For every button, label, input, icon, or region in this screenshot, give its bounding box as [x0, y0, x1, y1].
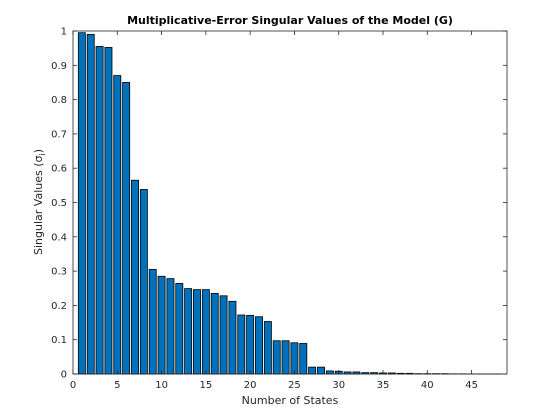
x-tick-label: 0: [70, 380, 76, 391]
x-tick-label: 5: [114, 380, 120, 391]
bar-state-2: [86, 34, 95, 375]
x-tick-label: 10: [155, 380, 168, 391]
bar-state-17: [219, 295, 228, 375]
y-axis-label-close: ): [32, 149, 45, 153]
bar-state-29: [325, 370, 334, 375]
y-ticks-group: 0 0.1 0.2 0.3 0.4 0.5 0.6 0.7 0.8 0.9 1: [51, 27, 507, 381]
bar-state-10: [157, 275, 166, 375]
y-axis-label: Singular Values (σi): [32, 149, 47, 255]
bar-state-13: [184, 288, 193, 375]
bar-state-16: [210, 292, 219, 375]
plot-area-border: [72, 30, 508, 375]
bar-state-22: [263, 321, 272, 375]
y-tick-label: 0.6: [51, 164, 67, 175]
y-tick-label: 0.5: [51, 198, 67, 209]
bar-state-9: [148, 268, 157, 375]
y-tick-label: 0.3: [51, 267, 67, 278]
bar-state-21: [255, 316, 263, 375]
x-tick-label: 15: [199, 380, 212, 391]
y-tick-label: 0.8: [51, 95, 67, 106]
bar-state-5: [113, 75, 122, 375]
bar-state-1: [77, 32, 86, 375]
bar-state-18: [228, 300, 237, 375]
bar-state-4: [104, 47, 113, 375]
y-tick-label: 1: [61, 27, 67, 38]
bar-state-15: [201, 289, 210, 375]
x-ticks-group: 0 5 10 15 20 25 30 35 40 45: [70, 31, 478, 391]
y-tick-label: 0: [61, 370, 67, 381]
bar-state-8: [139, 189, 148, 375]
y-axis-label-subscript: i: [38, 153, 47, 155]
bar-state-19: [237, 314, 246, 375]
chart-title: Multiplicative-Error Singular Values of …: [127, 14, 453, 27]
y-tick-label: 0.9: [51, 61, 67, 72]
x-tick-label: 20: [244, 380, 257, 391]
x-tick-label: 35: [377, 380, 390, 391]
bar-state-28: [317, 366, 325, 375]
y-tick-label: 0.4: [51, 232, 67, 243]
x-axis-label: Number of States: [242, 394, 339, 407]
bar-state-26: [299, 343, 308, 375]
bar-state-3: [95, 46, 104, 375]
bar-state-12: [175, 283, 184, 375]
bar-state-20: [246, 314, 255, 375]
x-tick-label: 30: [332, 380, 345, 391]
x-tick-label: 25: [288, 380, 301, 391]
y-tick-label: 0.2: [51, 301, 67, 312]
bar-state-24: [281, 340, 290, 375]
bar-state-6: [122, 82, 131, 375]
bar-state-27: [308, 366, 317, 375]
bar-state-7: [131, 179, 139, 375]
bar-state-14: [193, 289, 201, 375]
y-axis-label-main: Singular Values (σ: [32, 156, 45, 256]
bar-state-11: [166, 278, 175, 375]
x-tick-label: 45: [465, 380, 478, 391]
bar-state-25: [290, 342, 299, 375]
x-tick-label: 40: [421, 380, 434, 391]
bar-state-23: [272, 340, 281, 375]
y-tick-label: 0.7: [51, 129, 67, 140]
y-tick-label: 0.1: [51, 335, 67, 346]
